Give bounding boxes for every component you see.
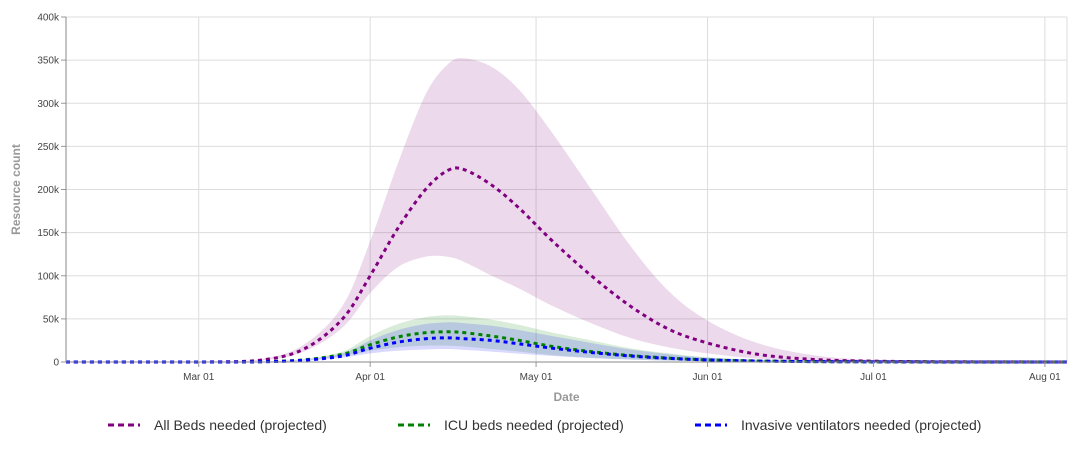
grid-layer [66, 16, 1068, 363]
x-tick-label: Jun 01 [693, 372, 723, 383]
x-tick-label: Mar 01 [183, 372, 215, 383]
icu-beds-needed-projected-band [66, 315, 1067, 362]
legend-item-label[interactable]: Invasive ventilators needed (projected) [741, 417, 981, 433]
y-tick-label: 200k [37, 185, 60, 196]
x-tick-label: Aug 01 [1029, 372, 1061, 383]
uncertainty-bands [66, 58, 1067, 363]
axes: 0 50k 100k 150k 200k 250k 300k 350k 400k Mar 01 Ap… [37, 13, 1067, 383]
y-tick-label: 350k [37, 56, 60, 67]
y-axis-title: Resource count [9, 144, 23, 235]
invasive-ventilators-needed-projected-band [66, 322, 1067, 362]
all-beds-needed-projected-line [65, 166, 1068, 364]
y-tick-label: 50k [43, 314, 60, 325]
legend: All Beds needed (projected) ICU beds need… [108, 417, 981, 433]
legend-item-label[interactable]: All Beds needed (projected) [154, 417, 327, 433]
x-axis-title: Date [553, 390, 579, 404]
x-tick-label: May 01 [520, 372, 553, 383]
y-tick-label: 300k [37, 99, 60, 110]
invasive-ventilators-needed-projected-line [65, 336, 1068, 364]
y-tick-label: 100k [37, 271, 60, 282]
y-tick-label: 0 [53, 358, 59, 369]
y-tick-label: 150k [37, 228, 60, 239]
x-tick-label: Apr 01 [355, 372, 385, 383]
series-lines [65, 166, 1068, 364]
y-tick-label: 400k [37, 13, 60, 24]
icu-beds-needed-projected-line [65, 330, 1068, 364]
legend-item-label[interactable]: ICU beds needed (projected) [444, 417, 624, 433]
all-beds-needed-projected-band [66, 58, 1067, 363]
y-tick-label: 250k [37, 142, 60, 153]
x-tick-label: Jul 01 [860, 372, 887, 383]
